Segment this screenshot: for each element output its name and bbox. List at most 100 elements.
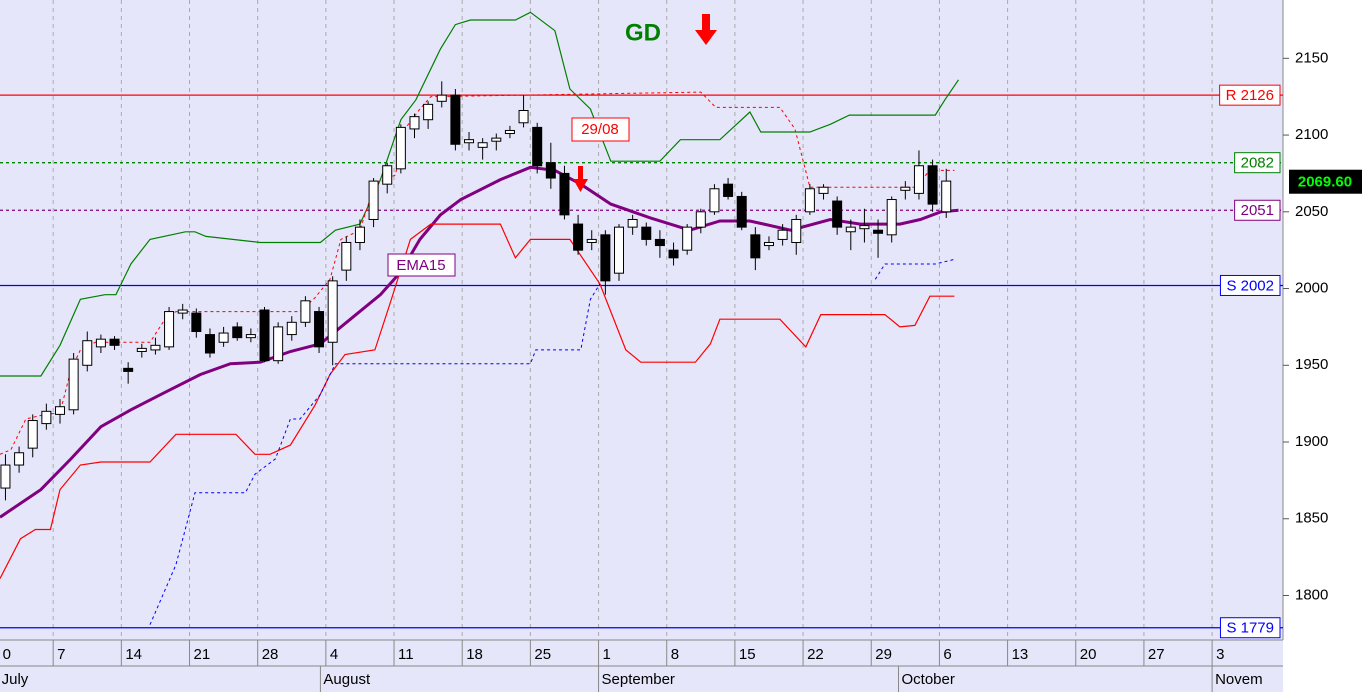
candle-body	[913, 165, 924, 194]
x-tick-label: 20	[1080, 646, 1097, 663]
x-tick-label: 3	[1216, 646, 1224, 663]
candle-body	[654, 238, 665, 247]
overlay-line	[0, 165, 959, 519]
candle-body	[695, 211, 706, 228]
date-arrow	[573, 166, 588, 192]
month-label: September	[602, 671, 675, 688]
candle-body	[368, 180, 379, 220]
level-box	[1219, 84, 1281, 106]
candle-body	[818, 186, 829, 194]
y-tick-label: 1900	[1295, 433, 1328, 450]
candle-body	[845, 226, 856, 233]
candle-body	[832, 200, 843, 228]
level-box	[1234, 152, 1281, 174]
candle-body	[395, 126, 406, 170]
candle-body	[54, 406, 65, 415]
candle-body	[341, 241, 352, 271]
ema-box	[387, 253, 456, 277]
candle-body	[41, 410, 52, 425]
month-label: July	[2, 671, 29, 688]
candle-body	[164, 311, 175, 348]
candle-body	[545, 162, 556, 179]
level-label: 2082	[1241, 155, 1274, 172]
level-box	[1219, 617, 1281, 639]
candle-body	[177, 309, 188, 314]
candle-body	[518, 110, 529, 124]
candle-body	[559, 172, 570, 216]
candle-body	[791, 218, 802, 243]
x-tick-label: 28	[262, 646, 279, 663]
candle-body	[600, 234, 611, 282]
last-price-box	[1289, 169, 1362, 194]
month-label: October	[902, 671, 955, 688]
candle-body	[191, 312, 202, 333]
candle-body	[804, 188, 815, 213]
candle-body	[491, 137, 502, 142]
candle-body	[504, 129, 515, 135]
candle-body	[927, 165, 938, 205]
candle-body	[627, 218, 638, 228]
level-label: 2051	[1241, 202, 1274, 219]
candle-body	[423, 103, 434, 121]
candle-body	[464, 139, 475, 144]
candle-body	[109, 338, 120, 346]
x-tick-label: 29	[875, 646, 892, 663]
x-tick-label: 8	[671, 646, 679, 663]
x-tick-label: 18	[466, 646, 483, 663]
candle-body	[777, 229, 788, 240]
candle-body	[136, 347, 147, 352]
ema-label: EMA15	[396, 257, 445, 274]
candle-body	[900, 186, 911, 191]
candle-body	[859, 225, 870, 230]
overlay-line	[0, 223, 955, 579]
candle-body	[232, 326, 243, 339]
y-tick-label: 1800	[1295, 586, 1328, 603]
y-tick-label: 2150	[1295, 49, 1328, 66]
candle-body	[354, 226, 365, 243]
month-label: Novem	[1215, 671, 1263, 688]
x-tick-label: 6	[943, 646, 951, 663]
x-tick-label: 14	[125, 646, 142, 663]
x-tick-label: 11	[398, 646, 414, 663]
candle-body	[709, 188, 720, 213]
candle-body	[150, 344, 161, 351]
candle-body	[204, 334, 215, 354]
signal-arrow	[695, 14, 717, 45]
candle-body	[682, 226, 693, 251]
level-label: S 1779	[1226, 620, 1274, 637]
overlay-line	[0, 11, 959, 377]
candle-body	[286, 321, 297, 336]
level-box	[1234, 199, 1281, 221]
plot-area	[0, 0, 1283, 640]
candle-body	[641, 226, 652, 240]
candle-body	[95, 338, 106, 348]
candle-body	[409, 116, 420, 130]
date-box	[571, 117, 630, 142]
candle-body	[327, 280, 338, 343]
y-tick-label: 1950	[1295, 356, 1328, 373]
level-box	[1219, 274, 1281, 296]
candle-body	[245, 334, 256, 339]
level-label: R 2126	[1226, 87, 1274, 104]
candle-body	[14, 452, 25, 466]
x-tick-label: 22	[807, 646, 824, 663]
x-tick-label: 25	[534, 646, 551, 663]
candle-body	[573, 223, 584, 251]
candle-body	[68, 358, 79, 411]
x-tick-label: 13	[1012, 646, 1029, 663]
candle-body	[382, 165, 393, 185]
candle-body	[614, 226, 625, 274]
candle-body	[450, 94, 461, 145]
candle-body	[123, 367, 134, 372]
candle-body	[82, 340, 93, 366]
candle-body	[27, 420, 38, 449]
y-axis-area	[1283, 0, 1362, 692]
y-tick-label: 2050	[1295, 203, 1328, 220]
y-tick-label: 2100	[1295, 126, 1328, 143]
candle-body	[668, 249, 679, 259]
candle-body	[873, 229, 884, 234]
candle-body	[941, 180, 952, 213]
candle-body	[763, 241, 774, 247]
x-tick-label: 1	[603, 646, 611, 663]
